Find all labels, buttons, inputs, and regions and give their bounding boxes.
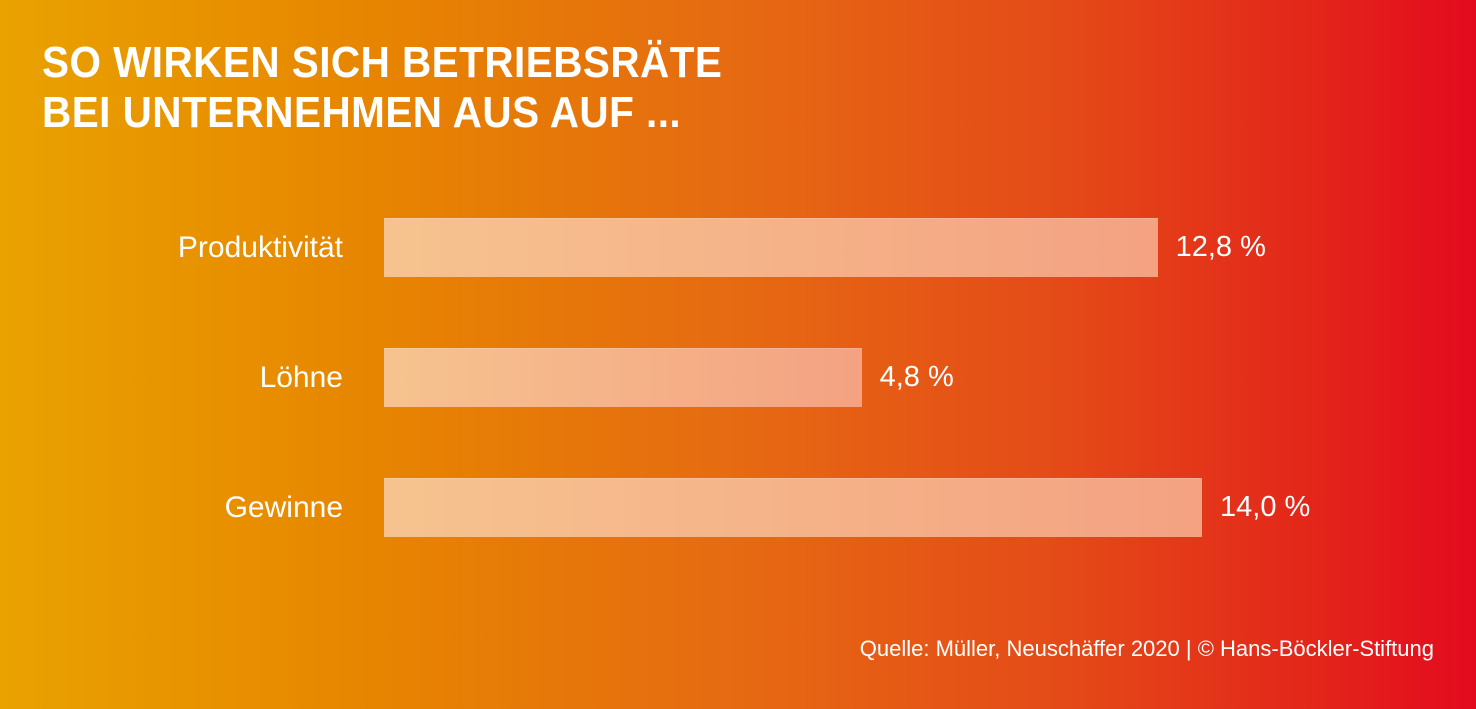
bar-row: Gewinne 14,0 % [0,478,1476,537]
bar-row: Löhne 4,8 % [0,348,1476,407]
source-note: Quelle: Müller, Neuschäffer 2020 | © Han… [859,636,1434,661]
value-label: 12,8 % [1175,231,1266,263]
category-label: Löhne [259,361,343,394]
category-label: Produktivität [177,231,343,264]
value-label: 4,8 % [879,361,954,393]
bar [384,478,1202,537]
title-line-2: BEI UNTERNEHMEN AUS AUF ... [42,88,682,137]
title-line-1: SO WIRKEN SICH BETRIEBSRÄTE [42,38,723,87]
bar-row: Produktivität 12,8 % [0,218,1476,277]
category-label: Gewinne [224,491,343,524]
value-label: 14,0 % [1220,491,1311,523]
bar [384,348,862,407]
bar [384,218,1158,277]
chart-title: SO WIRKEN SICH BETRIEBSRÄTE BEI UNTERNEH… [42,38,722,138]
